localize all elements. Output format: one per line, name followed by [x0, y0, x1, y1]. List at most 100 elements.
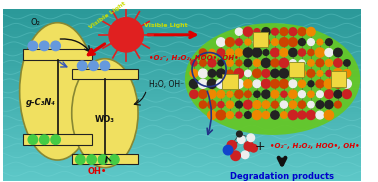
Circle shape [226, 112, 233, 118]
Bar [72, 154, 138, 164]
Bar [3, 49, 361, 52]
Circle shape [271, 59, 279, 67]
Circle shape [227, 80, 233, 87]
Circle shape [333, 79, 342, 88]
Bar [3, 75, 361, 78]
Circle shape [100, 61, 110, 70]
Bar [72, 69, 138, 79]
Circle shape [244, 59, 252, 67]
Bar [331, 72, 347, 87]
Circle shape [308, 101, 314, 108]
Circle shape [334, 59, 342, 67]
Bar [3, 112, 361, 115]
Circle shape [280, 38, 288, 46]
Circle shape [191, 60, 197, 66]
Circle shape [87, 155, 96, 164]
Circle shape [253, 101, 261, 108]
Circle shape [236, 60, 242, 66]
Circle shape [209, 49, 215, 56]
Circle shape [237, 131, 242, 137]
Circle shape [325, 90, 333, 98]
Circle shape [334, 90, 342, 98]
Circle shape [235, 49, 243, 56]
Circle shape [208, 100, 216, 109]
Circle shape [298, 101, 305, 108]
Circle shape [315, 48, 325, 57]
Bar [3, 52, 361, 55]
Circle shape [308, 49, 314, 56]
Bar [3, 155, 361, 158]
Circle shape [317, 91, 323, 98]
Ellipse shape [20, 23, 95, 160]
Circle shape [217, 79, 225, 88]
Bar [3, 69, 361, 72]
Bar [3, 92, 361, 95]
Bar [3, 12, 361, 15]
Circle shape [223, 145, 233, 155]
Circle shape [217, 69, 225, 78]
Bar [3, 107, 361, 110]
Circle shape [298, 80, 305, 87]
Text: Degradation products: Degradation products [230, 172, 334, 181]
Circle shape [237, 136, 245, 143]
Circle shape [208, 59, 216, 67]
Circle shape [299, 39, 305, 46]
Circle shape [247, 134, 254, 142]
Circle shape [244, 142, 254, 151]
Circle shape [262, 90, 270, 98]
Circle shape [98, 155, 108, 164]
Bar [253, 32, 268, 47]
Bar [3, 141, 361, 144]
Text: •O₂⁻, H₂O₂, HOO•, OH•: •O₂⁻, H₂O₂, HOO•, OH• [149, 55, 239, 61]
Circle shape [334, 48, 342, 57]
Circle shape [333, 69, 343, 78]
Bar [3, 118, 361, 121]
Circle shape [236, 112, 242, 118]
Circle shape [253, 48, 262, 57]
Circle shape [316, 101, 324, 108]
Circle shape [307, 70, 315, 77]
Ellipse shape [185, 23, 360, 135]
Circle shape [324, 110, 333, 120]
Bar [3, 89, 361, 92]
Circle shape [280, 79, 288, 88]
Circle shape [308, 91, 314, 97]
Circle shape [199, 101, 206, 108]
Text: OH•: OH• [88, 167, 107, 176]
Circle shape [234, 79, 243, 88]
Text: Visible Light: Visible Light [88, 1, 127, 30]
Bar [3, 17, 361, 20]
Circle shape [316, 59, 324, 67]
Circle shape [254, 91, 260, 97]
Circle shape [235, 90, 243, 98]
Bar [3, 170, 361, 173]
Bar [3, 130, 361, 132]
Circle shape [271, 101, 278, 108]
Circle shape [199, 49, 206, 56]
Circle shape [40, 41, 49, 51]
Bar [3, 26, 361, 29]
Circle shape [262, 111, 270, 119]
Circle shape [241, 151, 249, 159]
Bar [3, 121, 361, 124]
Circle shape [308, 60, 314, 66]
Text: +: + [255, 140, 266, 153]
Bar [3, 84, 361, 86]
Circle shape [217, 38, 225, 46]
Bar [3, 115, 361, 118]
Circle shape [262, 58, 270, 67]
Circle shape [316, 80, 324, 88]
Circle shape [316, 111, 324, 119]
Circle shape [243, 48, 253, 57]
Circle shape [245, 70, 251, 77]
Circle shape [280, 101, 288, 108]
Circle shape [272, 39, 278, 46]
Circle shape [317, 39, 323, 45]
Circle shape [325, 39, 332, 46]
Circle shape [226, 101, 234, 108]
Circle shape [199, 90, 207, 98]
Circle shape [208, 111, 216, 119]
Circle shape [280, 28, 288, 35]
Bar [3, 124, 361, 127]
Bar [3, 64, 361, 66]
